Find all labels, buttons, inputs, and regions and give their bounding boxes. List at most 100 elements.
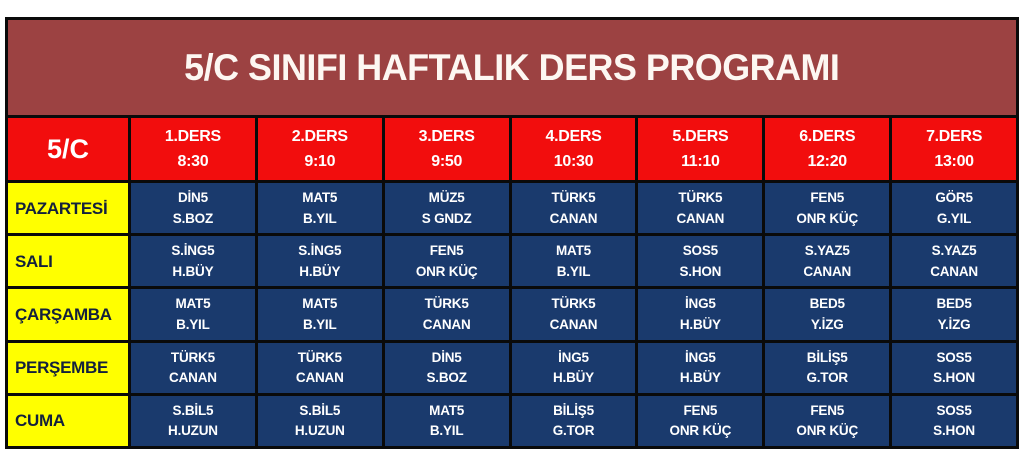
lesson-cell: İNG5 H.BÜY	[638, 342, 763, 393]
lesson-teacher: H.BÜY	[552, 370, 594, 386]
lesson-teacher: H.BÜY	[172, 263, 214, 279]
lesson-subject: BİLİŞ5	[806, 349, 848, 365]
lesson-cell: S.İNG5 H.BÜY	[257, 236, 382, 287]
period-name: 5.DERS	[672, 127, 729, 145]
lesson-subject: İNG5	[684, 296, 716, 312]
day-label: PERŞEMBE	[15, 358, 109, 378]
lesson-cell: DİN5 S.BOZ	[384, 342, 509, 393]
lesson-subject: MAT5	[302, 296, 338, 312]
day-cell: SALI	[8, 236, 128, 287]
period-time: 12:20	[807, 152, 847, 170]
period-header-2: 2.DERS 9:10	[257, 118, 382, 180]
lesson-cell: TÜRK5 CANAN	[511, 183, 636, 234]
period-time: 11:10	[681, 152, 720, 170]
lesson-subject: DİN5	[431, 349, 462, 365]
lesson-cell: GÖR5 G.YIL	[892, 183, 1016, 234]
lesson-teacher: H.UZUN	[168, 423, 218, 439]
lesson-subject: MAT5	[429, 402, 465, 418]
period-header-7: 7.DERS 13:00	[892, 118, 1016, 180]
lesson-teacher: G.TOR	[806, 370, 848, 386]
lesson-subject: FEN5	[810, 190, 845, 206]
lesson-teacher: Y.İZG	[937, 316, 971, 332]
lesson-cell: BİLİŞ5 G.TOR	[765, 342, 890, 393]
lesson-subject: MAT5	[556, 243, 591, 259]
lesson-cell: SOS5 S.HON	[892, 395, 1016, 446]
lesson-subject: TÜRK5	[551, 190, 596, 206]
lesson-cell: TÜRK5 CANAN	[131, 342, 255, 393]
lesson-cell: MAT5 B.YIL	[257, 183, 382, 234]
lesson-teacher: S.HON	[933, 370, 975, 386]
lesson-teacher: S.BOZ	[426, 370, 467, 386]
lesson-teacher: G.YIL	[936, 210, 972, 226]
lesson-teacher: ONR KÜÇ	[415, 263, 478, 279]
lesson-cell: MAT5 B.YIL	[511, 236, 636, 287]
lesson-teacher: ONR KÜÇ	[796, 423, 859, 439]
lesson-teacher: CANAN	[549, 316, 598, 332]
lesson-subject: TÜRK5	[678, 190, 723, 206]
period-time: 9:10	[304, 152, 336, 170]
lesson-teacher: CANAN	[549, 210, 598, 226]
lesson-cell: SOS5 S.HON	[892, 342, 1016, 393]
period-name: 7.DERS	[926, 127, 983, 145]
lesson-teacher: S.HON	[933, 423, 975, 439]
lesson-cell: TÜRK5 CANAN	[257, 342, 382, 393]
lesson-teacher: B.YIL	[176, 316, 210, 332]
period-time: 8:30	[177, 152, 209, 170]
lesson-subject: İNG5	[558, 349, 589, 365]
lesson-teacher: CANAN	[422, 316, 471, 332]
lesson-cell: S.YAZ5 CANAN	[892, 236, 1016, 287]
class-label: 5/C	[46, 133, 90, 164]
lesson-subject: FEN5	[810, 402, 845, 418]
lesson-subject: BED5	[936, 296, 972, 312]
lesson-cell: DİN5 S.BOZ	[131, 183, 255, 234]
lesson-teacher: S GNDZ	[421, 210, 472, 226]
lesson-subject: S.YAZ5	[931, 243, 977, 259]
lesson-teacher: S.HON	[679, 263, 722, 279]
lesson-teacher: B.YIL	[556, 263, 591, 279]
lesson-subject: BİLİŞ5	[553, 402, 594, 418]
lesson-cell: FEN5 ONR KÜÇ	[638, 395, 763, 446]
lesson-teacher: B.YIL	[303, 210, 337, 226]
lesson-cell: TÜRK5 CANAN	[511, 289, 636, 340]
lesson-subject: İNG5	[684, 349, 716, 365]
lesson-cell: BED5 Y.İZG	[892, 289, 1016, 340]
period-time: 9:50	[431, 152, 463, 170]
lesson-cell: FEN5 ONR KÜÇ	[765, 183, 890, 234]
lesson-teacher: H.BÜY	[299, 263, 341, 279]
lesson-teacher: H.BÜY	[679, 316, 721, 332]
lesson-subject: SOS5	[936, 402, 972, 418]
lesson-teacher: CANAN	[676, 210, 725, 226]
lesson-teacher: ONR KÜÇ	[796, 210, 859, 226]
lesson-subject: MAT5	[302, 190, 338, 206]
lesson-cell: S.BİL5 H.UZUN	[131, 395, 255, 446]
day-cell: ÇARŞAMBA	[8, 289, 128, 340]
period-name: 6.DERS	[799, 127, 856, 145]
lesson-subject: SOS5	[682, 243, 718, 259]
lesson-teacher: CANAN	[803, 263, 852, 279]
lesson-cell: MAT5 B.YIL	[131, 289, 255, 340]
lesson-subject: MÜZ5	[428, 190, 465, 206]
lesson-cell: SOS5 S.HON	[638, 236, 763, 287]
day-cell: PAZARTESİ	[8, 183, 128, 234]
lesson-teacher: H.BÜY	[679, 370, 721, 386]
lesson-cell: TÜRK5 CANAN	[638, 183, 763, 234]
period-header-6: 6.DERS 12:20	[765, 118, 890, 180]
lesson-cell: BİLİŞ5 G.TOR	[511, 395, 636, 446]
lesson-cell: İNG5 H.BÜY	[638, 289, 763, 340]
lesson-subject: S.İNG5	[298, 243, 342, 259]
period-header-3: 3.DERS 9:50	[384, 118, 509, 180]
period-header-5: 5.DERS 11:10	[638, 118, 763, 180]
day-cell: PERŞEMBE	[8, 342, 128, 393]
lesson-subject: MAT5	[175, 296, 211, 312]
period-name: 4.DERS	[545, 127, 602, 145]
day-label: CUMA	[15, 411, 65, 431]
lesson-cell: MAT5 B.YIL	[384, 395, 509, 446]
lesson-cell: FEN5 ONR KÜÇ	[765, 395, 890, 446]
lesson-cell: FEN5 ONR KÜÇ	[384, 236, 509, 287]
lesson-subject: TÜRK5	[551, 296, 596, 312]
lesson-cell: BED5 Y.İZG	[765, 289, 890, 340]
lesson-cell: TÜRK5 CANAN	[384, 289, 509, 340]
period-name: 1.DERS	[164, 127, 221, 145]
period-time: 13:00	[934, 152, 974, 170]
lesson-subject: S.İNG5	[171, 243, 215, 259]
